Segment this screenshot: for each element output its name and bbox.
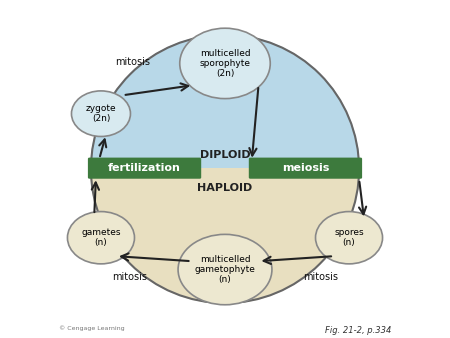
Ellipse shape (68, 212, 135, 264)
Ellipse shape (180, 28, 270, 99)
Text: fertilization: fertilization (108, 163, 181, 173)
Text: mitosis: mitosis (112, 272, 147, 282)
Text: spores
(n): spores (n) (334, 228, 364, 247)
Ellipse shape (315, 212, 382, 264)
Text: zygote
(2n): zygote (2n) (86, 104, 116, 123)
Text: Fig. 21-2, p.334: Fig. 21-2, p.334 (324, 326, 391, 335)
Polygon shape (91, 169, 359, 303)
Text: HAPLOID: HAPLOID (198, 184, 252, 193)
Text: mitosis: mitosis (303, 272, 338, 282)
FancyBboxPatch shape (88, 158, 201, 179)
Text: gametes
(n): gametes (n) (81, 228, 121, 247)
Text: multicelled
sporophyte
(2n): multicelled sporophyte (2n) (199, 49, 251, 78)
Ellipse shape (178, 234, 272, 305)
Text: meiosis: meiosis (282, 163, 329, 173)
Text: DIPLOID: DIPLOID (200, 150, 250, 160)
FancyBboxPatch shape (249, 158, 362, 179)
Text: mitosis: mitosis (115, 57, 150, 67)
Text: © Cengage Learning: © Cengage Learning (59, 325, 125, 331)
Text: multicelled
gametophyte
(n): multicelled gametophyte (n) (194, 255, 256, 285)
Ellipse shape (72, 91, 130, 137)
Polygon shape (91, 35, 359, 169)
